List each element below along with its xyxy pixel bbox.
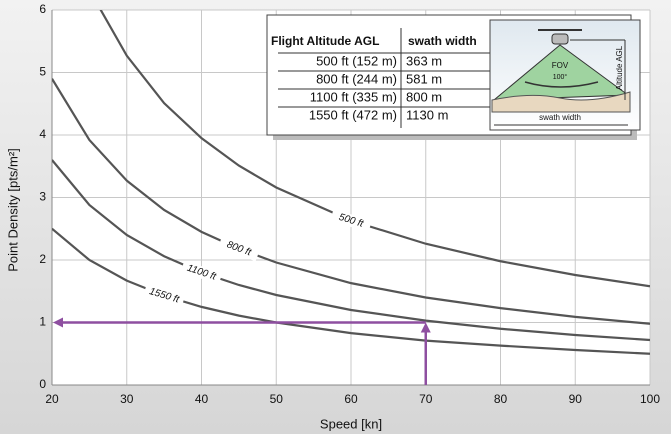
table-cell: 500 ft (152 m): [316, 53, 397, 68]
fov-cone: [492, 44, 630, 101]
x-tick-label: 20: [45, 392, 59, 406]
x-tick-label: 30: [120, 392, 134, 406]
x-tick-label: 90: [569, 392, 583, 406]
curve: [52, 227, 650, 355]
table-header: swath width: [408, 34, 477, 48]
y-tick-label: 1: [39, 315, 46, 329]
table-cell: 581 m: [406, 71, 442, 86]
table-cell: 1100 ft (335 m): [310, 89, 397, 104]
curve-label-bg: [143, 284, 186, 308]
y-tick-label: 5: [39, 65, 46, 79]
x-tick-label: 80: [494, 392, 508, 406]
inset: Flight Altitude AGL swath width 500 ft (…: [266, 14, 641, 140]
y-tick-label: 4: [39, 127, 46, 141]
fov-arc: [524, 81, 599, 88]
curve: [99, 10, 650, 288]
curve-label-bg: [330, 208, 372, 233]
swath-label: swath width: [539, 113, 581, 122]
y-axis-label: Point Density [pts/m²]: [5, 148, 20, 272]
y-tick-label: 3: [39, 190, 46, 204]
x-tick-label: 40: [195, 392, 209, 406]
annotation-arrowhead: [53, 317, 63, 328]
table-cell: 1130 m: [406, 107, 448, 122]
fov-label: FOV: [552, 61, 569, 70]
annotation-arrowhead: [420, 322, 431, 333]
y-tick-label: 2: [39, 252, 46, 266]
helicopter: [551, 33, 569, 45]
curve-label-bg: [218, 236, 260, 262]
table-cell: 800 m: [406, 89, 442, 104]
x-axis-label: Speed [kn]: [320, 416, 382, 431]
x-tick-label: 60: [344, 392, 358, 406]
table-cell: 1550 ft (472 m): [309, 107, 397, 122]
x-tick-label: 100: [640, 392, 660, 406]
altitude-label: Altitude AGL: [615, 45, 624, 90]
table-cell: 363 m: [406, 53, 442, 68]
terrain: [491, 91, 631, 113]
curve: [52, 159, 650, 342]
curve-label-bg: [180, 260, 223, 285]
table-header: Flight Altitude AGL: [271, 34, 379, 48]
y-tick-label: 0: [39, 377, 46, 391]
x-tick-label: 70: [419, 392, 433, 406]
table-cell: 800 ft (244 m): [316, 71, 397, 86]
angle-label: 100°: [553, 73, 568, 81]
x-tick-label: 50: [270, 392, 284, 406]
y-tick-label: 6: [39, 2, 46, 16]
